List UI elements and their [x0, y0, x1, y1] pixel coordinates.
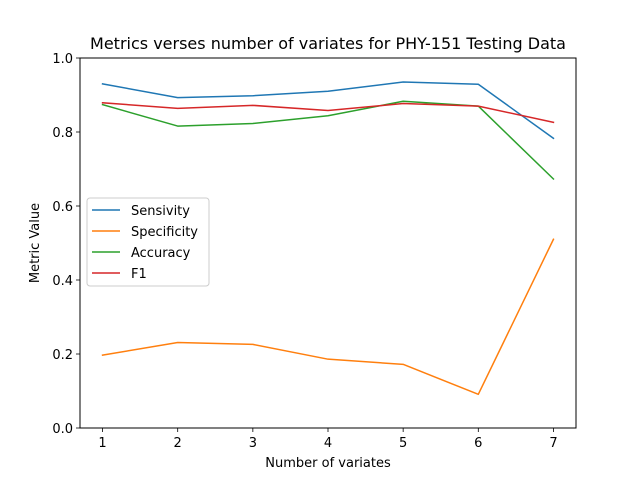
chart-title: Metrics verses number of variates for PH… [90, 34, 566, 53]
legend: Sensivity Specificity Accuracy F1 [86, 197, 210, 287]
x-tick-label: 7 [549, 436, 557, 451]
y-tick-label: 0.2 [52, 348, 73, 363]
y-tick-label: 0.8 [52, 126, 73, 141]
y-tick-label: 0.0 [52, 422, 73, 437]
x-tick-label: 1 [98, 436, 106, 451]
series-line-1 [101, 238, 555, 396]
x-tick-label: 5 [399, 436, 407, 451]
x-axis-label: Number of variates [265, 456, 391, 471]
series-line-2 [101, 100, 555, 181]
legend-label: Sensivity [131, 204, 190, 219]
y-tick-label: 0.4 [52, 274, 73, 289]
x-tick-label: 2 [174, 436, 182, 451]
legend-label: Specificity [131, 225, 198, 240]
y-axis-label: Metric Value [28, 203, 43, 283]
x-tick-label: 3 [249, 436, 257, 451]
series-line-0 [101, 81, 555, 140]
x-tick-label: 4 [324, 436, 332, 451]
x-axis-ticks: 1 2 3 4 5 6 7 [98, 428, 558, 451]
y-axis-ticks: 0.0 0.2 0.4 0.6 0.8 1.0 [52, 52, 80, 437]
y-tick-label: 1.0 [52, 52, 73, 67]
legend-label: F1 [131, 267, 147, 282]
series-line-3 [101, 101, 555, 124]
legend-label: Accuracy [131, 246, 191, 261]
y-tick-label: 0.6 [52, 200, 73, 215]
legend-box [86, 197, 210, 287]
plot-lines [101, 81, 555, 396]
x-tick-label: 6 [474, 436, 482, 451]
